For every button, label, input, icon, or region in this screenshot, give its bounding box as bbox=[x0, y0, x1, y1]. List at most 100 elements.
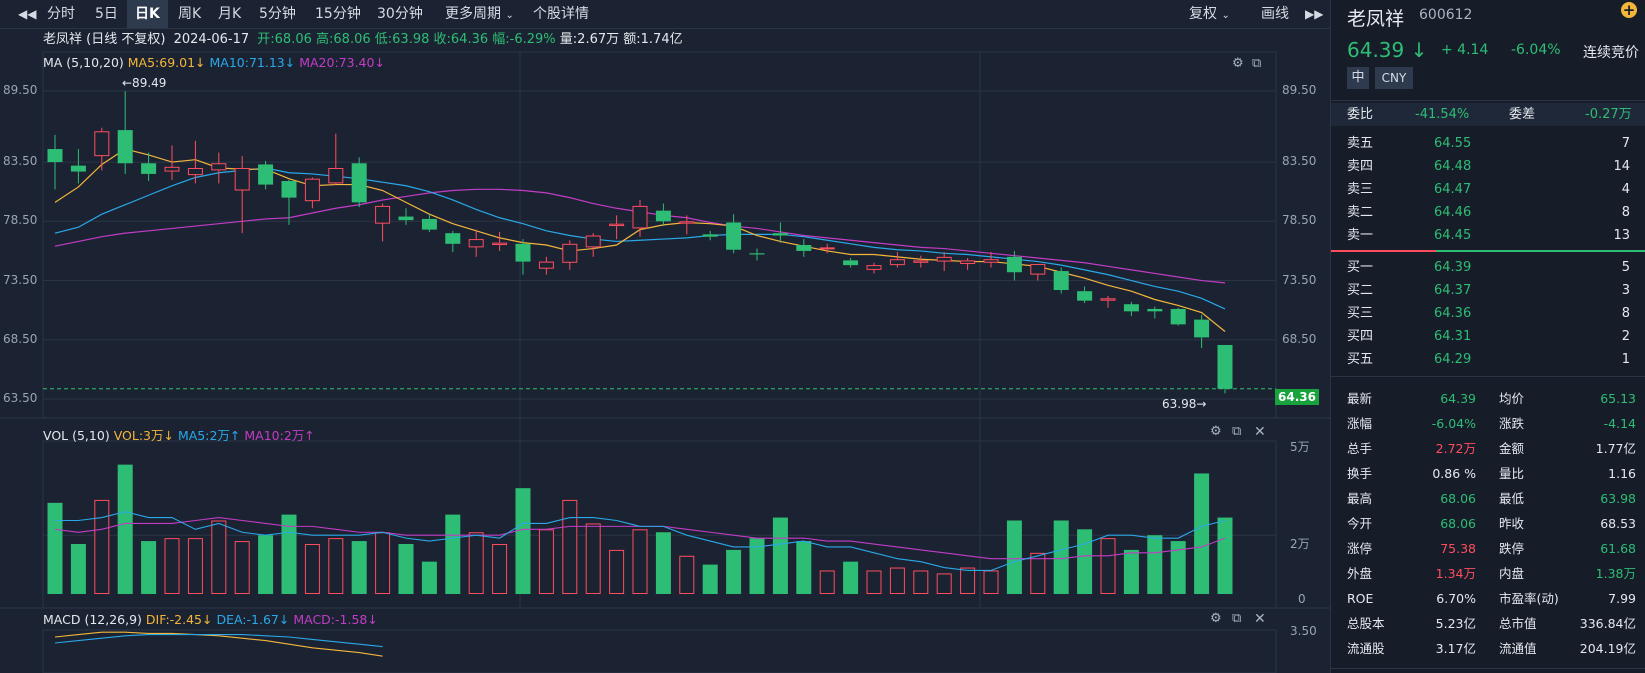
settings-icon[interactable]: ⚙ bbox=[1210, 611, 1222, 626]
volume-bar-up bbox=[609, 549, 625, 595]
more-periods-dropdown[interactable]: 更多周期 ⌄ bbox=[445, 0, 514, 28]
stat-label: 均价 bbox=[1499, 391, 1525, 406]
tab-5min[interactable]: 5分钟 bbox=[259, 6, 296, 22]
volume-bar-up bbox=[819, 570, 835, 594]
info-close: 收:64.36 bbox=[433, 32, 489, 47]
stat-label: 最高 bbox=[1347, 491, 1373, 506]
candle-body-down bbox=[772, 233, 788, 236]
price-axis-tick: 83.50 bbox=[1282, 154, 1317, 169]
bid-level-label: 买一 bbox=[1347, 260, 1374, 275]
bid-volume: 3 bbox=[1621, 283, 1630, 298]
candle-body-down bbox=[749, 253, 765, 255]
vol-ma5-value: MA5:2万↑ bbox=[177, 428, 241, 443]
settings-icon[interactable]: ⚙ bbox=[1232, 56, 1244, 71]
tab-15min[interactable]: 15分钟 bbox=[315, 6, 361, 22]
bid-volume: 5 bbox=[1621, 260, 1630, 275]
stat-label: 涨跌 bbox=[1499, 416, 1525, 431]
trading-status: 连续竞价 bbox=[1583, 45, 1639, 61]
popout-icon[interactable]: ⧉ bbox=[1232, 611, 1242, 626]
candle-body-up bbox=[538, 261, 554, 269]
volume-bar-down bbox=[1006, 520, 1022, 594]
stat-row: ROE 6.70% 市盈率(动) 7.99 bbox=[1331, 587, 1645, 610]
chevron-down-icon: ⌄ bbox=[1221, 10, 1230, 21]
tab-5day[interactable]: 5日 bbox=[95, 6, 118, 22]
stat-value: 336.84亿 bbox=[1579, 616, 1636, 631]
tab-daily-k[interactable]: 日K bbox=[127, 0, 168, 28]
volume-bar-down bbox=[258, 535, 274, 594]
add-watchlist-icon[interactable]: + bbox=[1621, 1, 1637, 19]
settings-icon[interactable]: ⚙ bbox=[1210, 424, 1222, 439]
ma-legend-title: MA (5,10,20) bbox=[43, 55, 124, 70]
price-axis-tick: 89.50 bbox=[1282, 83, 1317, 97]
bid-row: 买三 64.36 8 bbox=[1331, 302, 1645, 325]
candle-body-down bbox=[258, 164, 274, 185]
info-mode: (日线 不复权) bbox=[86, 32, 166, 47]
volume-bar-up bbox=[234, 541, 250, 595]
volume-bar-down bbox=[1217, 517, 1233, 594]
volume-bar-up bbox=[983, 570, 999, 594]
vol-legend: VOL (5,10) VOL:3万↓ MA5:2万↑ MA10:2万↑ bbox=[43, 425, 315, 444]
close-icon[interactable]: ✕ bbox=[1254, 424, 1266, 440]
adjust-dropdown[interactable]: 复权 ⌄ bbox=[1189, 0, 1230, 28]
draw-line-button[interactable]: 画线 bbox=[1261, 6, 1289, 22]
ma-lines bbox=[54, 148, 1226, 332]
bid-row: 买二 64.37 3 bbox=[1331, 279, 1645, 302]
ask-row: 卖四 64.48 14 bbox=[1331, 155, 1645, 178]
volume-bar-up bbox=[632, 529, 648, 595]
stat-label: 量比 bbox=[1499, 466, 1525, 481]
dea-line bbox=[54, 634, 383, 648]
dif-value: DIF:-2.45↓ bbox=[145, 612, 213, 627]
stat-value: 1.77亿 bbox=[1595, 441, 1636, 456]
collapse-right-icon[interactable]: ▶▶ bbox=[1305, 7, 1324, 21]
candle-body-down bbox=[1194, 319, 1210, 338]
ask-row: 卖五 64.55 7 bbox=[1331, 132, 1645, 155]
candle-body-up bbox=[679, 221, 695, 224]
bid-volume: 2 bbox=[1621, 329, 1630, 344]
stat-row: 外盘 1.34万 内盘 1.38万 bbox=[1331, 562, 1645, 585]
tab-fenshi[interactable]: 分时 bbox=[47, 6, 75, 22]
popout-icon[interactable]: ⧉ bbox=[1232, 424, 1242, 439]
stat-value: 6.70% bbox=[1436, 591, 1476, 606]
tab-stock-detail[interactable]: 个股详情 bbox=[533, 6, 589, 22]
bid-level-label: 买四 bbox=[1347, 329, 1374, 344]
stat-row: 换手 0.86 % 量比 1.16 bbox=[1331, 462, 1645, 485]
candle-body-up bbox=[913, 260, 929, 263]
chevron-down-icon: ⌄ bbox=[505, 10, 514, 21]
tab-30min[interactable]: 30分钟 bbox=[377, 6, 423, 22]
close-icon[interactable]: ✕ bbox=[1254, 611, 1266, 627]
price-change-pct: -6.04% bbox=[1511, 42, 1561, 58]
stat-value: 75.38 bbox=[1440, 541, 1476, 556]
popout-icon[interactable]: ⧉ bbox=[1252, 56, 1262, 71]
vol-ma10-value: MA10:2万↑ bbox=[244, 428, 315, 443]
stat-value: 64.39 bbox=[1440, 391, 1476, 406]
volume-bar-up bbox=[94, 499, 110, 595]
macd-panel-tools: ⚙ ⧉ ✕ bbox=[1210, 611, 1276, 627]
stat-value: 1.16 bbox=[1608, 466, 1636, 481]
volume-bar-down bbox=[281, 514, 297, 594]
candle-body-down bbox=[47, 149, 63, 163]
candle-body-down bbox=[1217, 344, 1233, 389]
volume-bar-up bbox=[468, 532, 484, 595]
macd-legend: MACD (12,26,9) DIF:-2.45↓ DEA:-1.67↓ MAC… bbox=[43, 612, 378, 627]
price-panel-tools: ⚙ ⧉ bbox=[1232, 56, 1276, 72]
tab-monthly-k[interactable]: 月K bbox=[218, 6, 242, 22]
stat-row: 最高 68.06 最低 63.98 bbox=[1331, 487, 1645, 510]
volume-bar-up bbox=[375, 532, 391, 595]
candle-body-up bbox=[889, 259, 905, 266]
stat-row: 总股本 5.23亿 总市值 336.84亿 bbox=[1331, 612, 1645, 635]
tab-weekly-k[interactable]: 周K bbox=[178, 6, 202, 22]
collapse-left-icon[interactable]: ◀◀ bbox=[18, 7, 37, 21]
bid-volume: 1 bbox=[1621, 352, 1630, 367]
weicha-label: 委差 bbox=[1509, 107, 1536, 122]
candle-body-up bbox=[960, 260, 976, 264]
volume-bar-up bbox=[328, 538, 344, 595]
candle-body-down bbox=[702, 234, 718, 237]
kline-chart[interactable] bbox=[0, 0, 1330, 673]
bid-price: 64.37 bbox=[1434, 283, 1472, 298]
candle-body-down bbox=[1077, 291, 1093, 301]
stat-value: 61.68 bbox=[1600, 541, 1636, 556]
info-stock-name: 老凤祥 bbox=[43, 32, 83, 47]
stat-value: 63.98 bbox=[1600, 491, 1636, 506]
volume-bar-up bbox=[679, 555, 695, 595]
ask-level-label: 卖三 bbox=[1347, 182, 1374, 197]
